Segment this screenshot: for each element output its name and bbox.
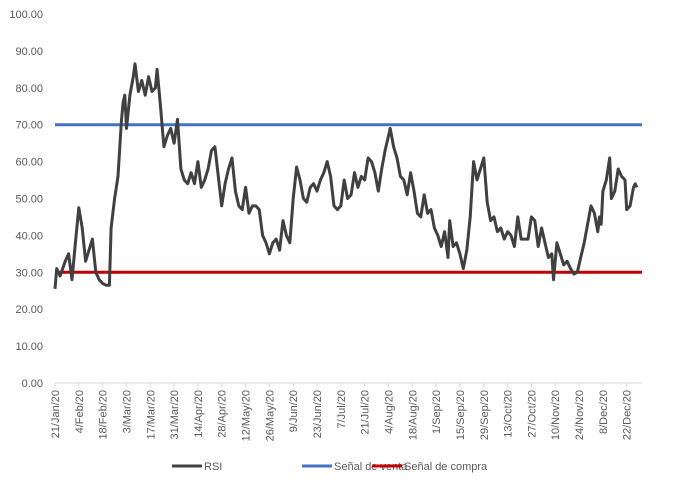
legend-label: Señal de venta	[334, 461, 408, 473]
y-tick-label: 30.00	[15, 267, 43, 279]
x-tick-label: 26/May/20	[264, 390, 276, 441]
x-tick-label: 18/Feb/20	[98, 390, 110, 440]
x-tick-label: 24/Nov/20	[574, 390, 586, 440]
x-tick-label: 18/Aug/20	[407, 390, 419, 440]
y-axis-ticks: 0.00 10.00 20.00 30.00 40.00 50.00 60.00 70.00 8…	[9, 9, 43, 390]
y-tick-label: 10.00	[15, 341, 43, 353]
x-tick-label: 13/Oct/20	[503, 390, 515, 438]
y-tick-label: 90.00	[15, 46, 43, 58]
x-tick-label: 17/Mar/20	[145, 390, 157, 440]
legend-label: RSI	[204, 461, 222, 473]
x-tick-label: 27/Oct/20	[526, 390, 538, 438]
x-tick-label: 8/Dec/20	[598, 390, 610, 434]
y-tick-label: 70.00	[15, 120, 43, 132]
x-tick-label: 29/Sep/20	[479, 390, 491, 440]
x-tick-label: 15/Sep/20	[455, 390, 467, 440]
series-line-RSI	[53, 62, 639, 290]
y-tick-label: 80.00	[15, 83, 43, 95]
x-axis-ticks: 21/Jan/20 4/Feb/20 18/Feb/20 3/Mar/20 17/Mar…	[50, 383, 634, 441]
legend-label: Señal de compra	[404, 461, 488, 473]
x-tick-label: 4/Feb/20	[74, 390, 86, 433]
x-tick-label: 10/Nov/20	[550, 390, 562, 440]
x-tick-label: 12/May/20	[241, 390, 253, 441]
x-tick-label: 23/Jun/20	[312, 390, 324, 438]
x-tick-label: 21/Jan/20	[50, 390, 62, 438]
x-tick-label: 7/Jul/20	[336, 390, 348, 429]
x-tick-label: 21/Jul/20	[360, 390, 372, 435]
y-tick-label: 40.00	[15, 230, 43, 242]
x-tick-label: 1/Sep/20	[431, 390, 443, 434]
x-tick-label: 28/Apr/20	[217, 390, 229, 438]
x-tick-label: 31/Mar/20	[169, 390, 181, 440]
y-tick-label: 50.00	[15, 194, 43, 206]
series-lines	[53, 62, 642, 290]
y-tick-label: 60.00	[15, 157, 43, 169]
x-tick-label: 22/Dec/20	[622, 390, 634, 440]
y-tick-label: 20.00	[15, 304, 43, 316]
y-tick-label: 100.00	[9, 9, 43, 21]
x-tick-label: 14/Apr/20	[193, 390, 205, 438]
x-tick-label: 4/Aug/20	[383, 390, 395, 434]
y-tick-label: 0.00	[22, 378, 43, 390]
x-tick-label: 9/Jun/20	[288, 390, 300, 432]
x-tick-label: 3/Mar/20	[121, 390, 133, 433]
